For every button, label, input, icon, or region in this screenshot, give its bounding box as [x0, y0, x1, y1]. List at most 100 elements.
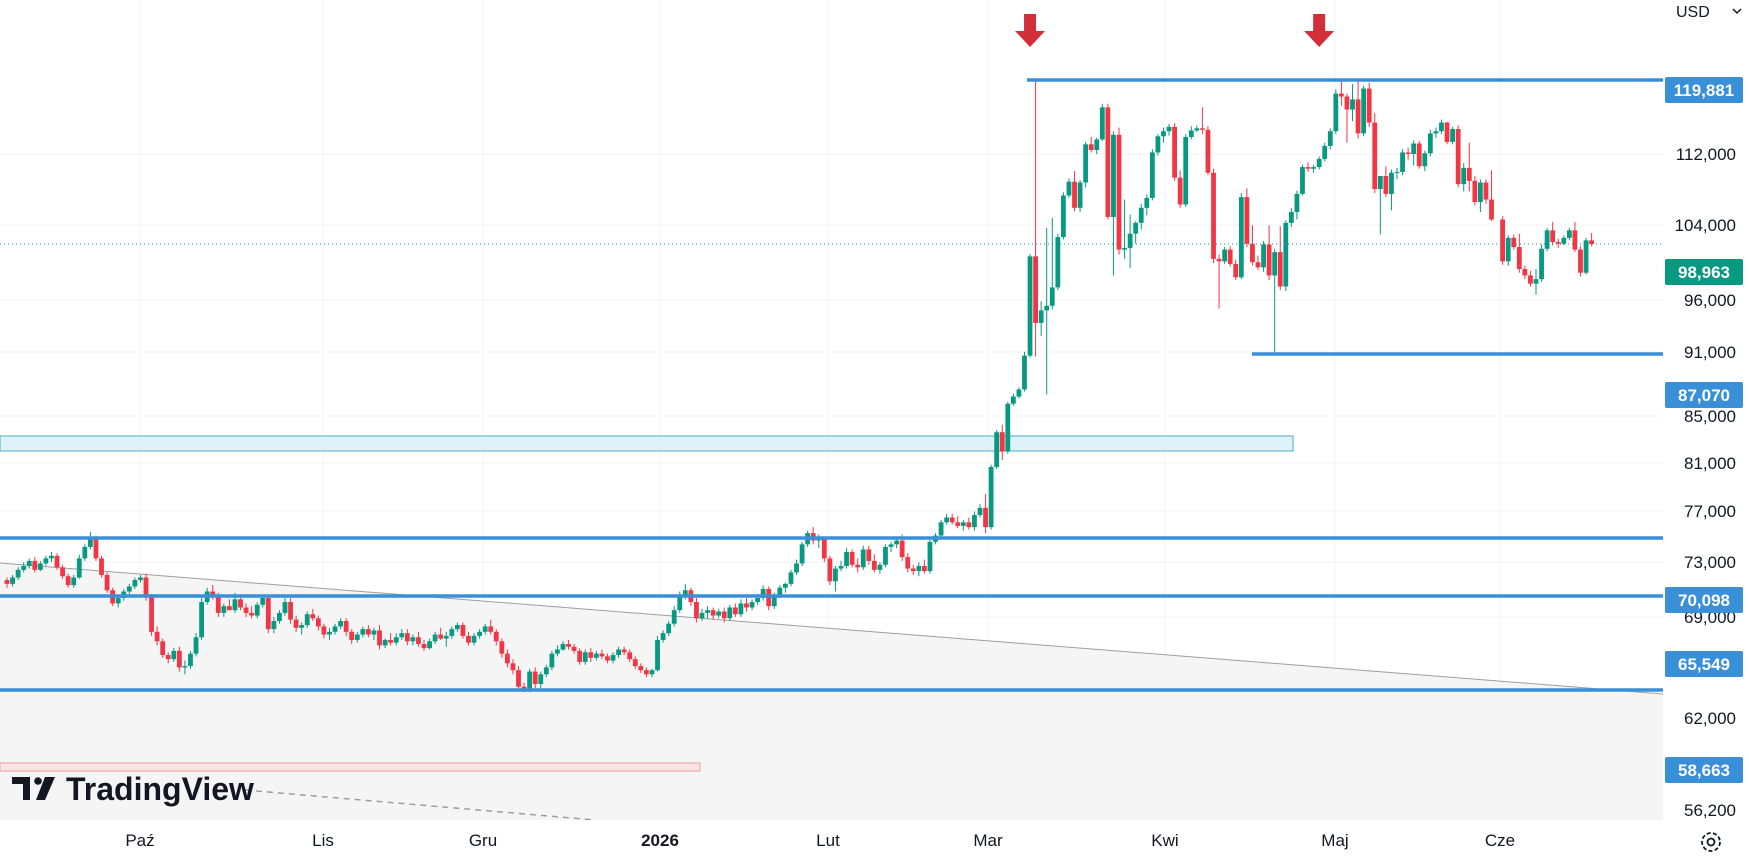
candle-body — [1466, 167, 1472, 181]
candle — [477, 629, 482, 639]
candle — [1094, 137, 1100, 155]
candle — [1427, 129, 1433, 157]
candle-body — [499, 641, 505, 654]
level-badge — [1665, 587, 1743, 613]
price-tick-label: 56,200 — [1684, 801, 1736, 820]
candle — [855, 558, 861, 573]
candle-body — [1372, 122, 1378, 189]
candle — [1327, 128, 1333, 150]
candle — [321, 623, 327, 639]
price-axis[interactable]: 112,000 104,000 96,000 91,000 85,000 81,… — [1663, 0, 1749, 820]
candle-body — [1094, 139, 1100, 150]
candle — [410, 634, 416, 646]
candle — [877, 562, 883, 574]
candle-body — [1461, 167, 1467, 185]
candle-body — [1444, 122, 1450, 142]
candle-body — [1038, 310, 1044, 323]
candle-body — [1200, 128, 1205, 130]
candle — [54, 553, 60, 570]
price-tick-label: 85,000 — [1684, 407, 1736, 426]
candle — [1361, 85, 1367, 137]
candle — [821, 536, 827, 563]
candle-body — [560, 644, 566, 650]
candle-body — [299, 625, 305, 628]
candle-body — [532, 671, 538, 684]
small-range-box[interactable] — [0, 762, 701, 772]
channel-trendline[interactable] — [0, 562, 1664, 695]
candle — [443, 631, 449, 647]
candle — [1127, 214, 1133, 269]
candle-body — [15, 569, 21, 578]
candle-body — [1433, 131, 1439, 134]
support-zone[interactable] — [0, 435, 1294, 452]
candle — [910, 564, 916, 575]
candle — [82, 544, 88, 561]
candle-body — [249, 612, 255, 616]
candle — [188, 650, 193, 669]
currency-selector-box[interactable] — [1668, 0, 1749, 26]
candle — [165, 652, 171, 664]
candle — [721, 607, 727, 623]
candle-body — [1188, 130, 1194, 137]
candle-body — [949, 517, 955, 523]
candle-body — [1500, 219, 1506, 262]
candle — [582, 649, 588, 665]
candle — [1333, 89, 1339, 135]
candle-body — [1044, 305, 1050, 311]
candle — [1300, 164, 1305, 196]
candle-body — [82, 546, 88, 559]
candle — [632, 656, 638, 669]
candle-body — [99, 558, 104, 575]
logo-mark-t — [12, 777, 30, 800]
candle-body — [404, 633, 410, 642]
candle — [1227, 246, 1233, 267]
candle-body — [827, 558, 833, 582]
candle-body — [905, 557, 911, 569]
candle-body — [443, 635, 449, 639]
candle-body — [588, 652, 594, 658]
candle-body — [1439, 122, 1444, 132]
candle — [388, 633, 394, 646]
gear-icon[interactable] — [1701, 832, 1721, 852]
time-axis[interactable]: Paź Lis Gru 2026 Lut Mar Kwi Maj Cze — [0, 820, 1749, 858]
candle-body — [382, 639, 388, 646]
candle-body — [65, 576, 71, 586]
candle — [593, 650, 599, 661]
gear-icon-outer — [1701, 832, 1721, 852]
candle — [454, 622, 460, 632]
currency-selector[interactable]: USD — [1668, 0, 1749, 26]
candle-body — [1578, 249, 1583, 273]
candle — [1166, 123, 1172, 136]
candle-body — [660, 633, 666, 640]
price-axis-background — [1663, 0, 1749, 820]
candle — [927, 539, 933, 574]
candle — [354, 631, 360, 643]
candle — [299, 622, 305, 635]
candle — [1083, 141, 1089, 188]
candle — [844, 548, 849, 569]
price-tick-label: 112,000 — [1676, 145, 1736, 164]
candle-body — [138, 577, 143, 581]
candle-body — [944, 517, 950, 523]
candle-body — [1361, 88, 1367, 134]
candle-body — [960, 522, 966, 526]
candle-body — [1555, 242, 1561, 244]
candle-body — [833, 568, 838, 582]
candle — [71, 574, 77, 588]
candle-body — [1222, 249, 1228, 262]
candle — [955, 516, 961, 529]
candle — [1055, 233, 1061, 291]
candle-body — [972, 515, 977, 528]
dashed-trendline[interactable] — [244, 789, 596, 821]
candle — [1439, 119, 1444, 135]
candle-body — [593, 653, 599, 658]
candle-body — [771, 595, 777, 607]
candle-body — [516, 670, 521, 687]
candle — [588, 648, 594, 662]
candle — [65, 573, 71, 588]
candle — [977, 504, 983, 518]
candle — [616, 646, 621, 658]
candle-body — [777, 587, 783, 596]
candle-body — [1255, 262, 1261, 268]
